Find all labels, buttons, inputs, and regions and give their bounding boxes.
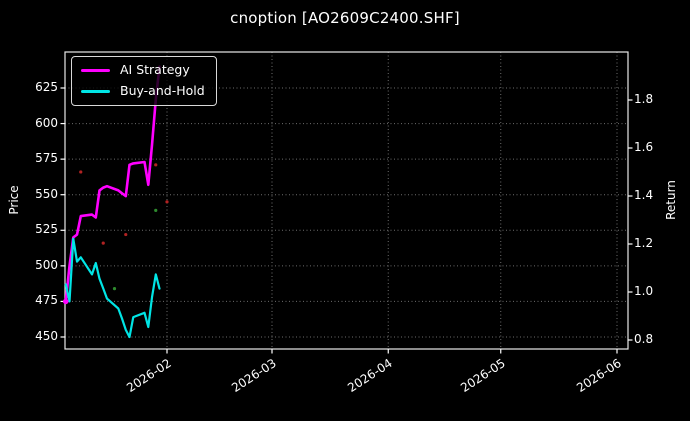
- price-tick-label: 525: [35, 222, 58, 237]
- price-tick-label: 625: [35, 80, 58, 94]
- price-tick-label: 550: [35, 186, 58, 201]
- trade-marker: [124, 232, 128, 237]
- chart-title: cnoption [AO2609C2400.SHF]: [230, 9, 460, 27]
- price-tick-label: 575: [35, 151, 58, 166]
- price-axis-label: Price: [7, 185, 21, 215]
- trade-marker: [154, 163, 158, 167]
- price-tick-label: 500: [35, 257, 58, 272]
- buy-and-hold-line-swatch: [81, 89, 110, 93]
- legend-item-ai-strategy: AI Strategy: [81, 63, 205, 77]
- legend-item-buy-and-hold: Buy-and-Hold: [81, 84, 205, 98]
- trade-marker: [154, 208, 158, 212]
- series-start-dot: [62, 298, 69, 305]
- axes-spine: [64, 51, 629, 350]
- return-tick-label: 0.8: [634, 332, 654, 346]
- price-tick-label: 600: [35, 115, 58, 130]
- legend-label-buy-and-hold: Buy-and-Hold: [120, 83, 205, 98]
- ai-strategy-line-swatch: [81, 68, 110, 72]
- trade-marker: [112, 287, 117, 291]
- trade-marker: [79, 170, 83, 174]
- return-tick-label: 1.4: [634, 188, 654, 202]
- series-line-ai-strategy: [64, 65, 161, 303]
- return-tick-label: 1.8: [634, 92, 654, 106]
- trade-marker: [165, 200, 169, 204]
- trade-marker: [101, 241, 105, 245]
- price-tick-label: 475: [35, 293, 58, 308]
- return-tick-label: 1.6: [634, 140, 654, 154]
- legend: AI Strategy Buy-and-Hold: [71, 56, 217, 106]
- return-axis-label: Return: [664, 180, 678, 220]
- return-tick-label: 1.0: [634, 284, 654, 298]
- series-line-buy-and-hold: [64, 237, 161, 339]
- legend-label-ai-strategy: AI Strategy: [120, 62, 190, 77]
- return-tick-label: 1.2: [634, 236, 654, 250]
- price-tick-label: 450: [35, 329, 58, 343]
